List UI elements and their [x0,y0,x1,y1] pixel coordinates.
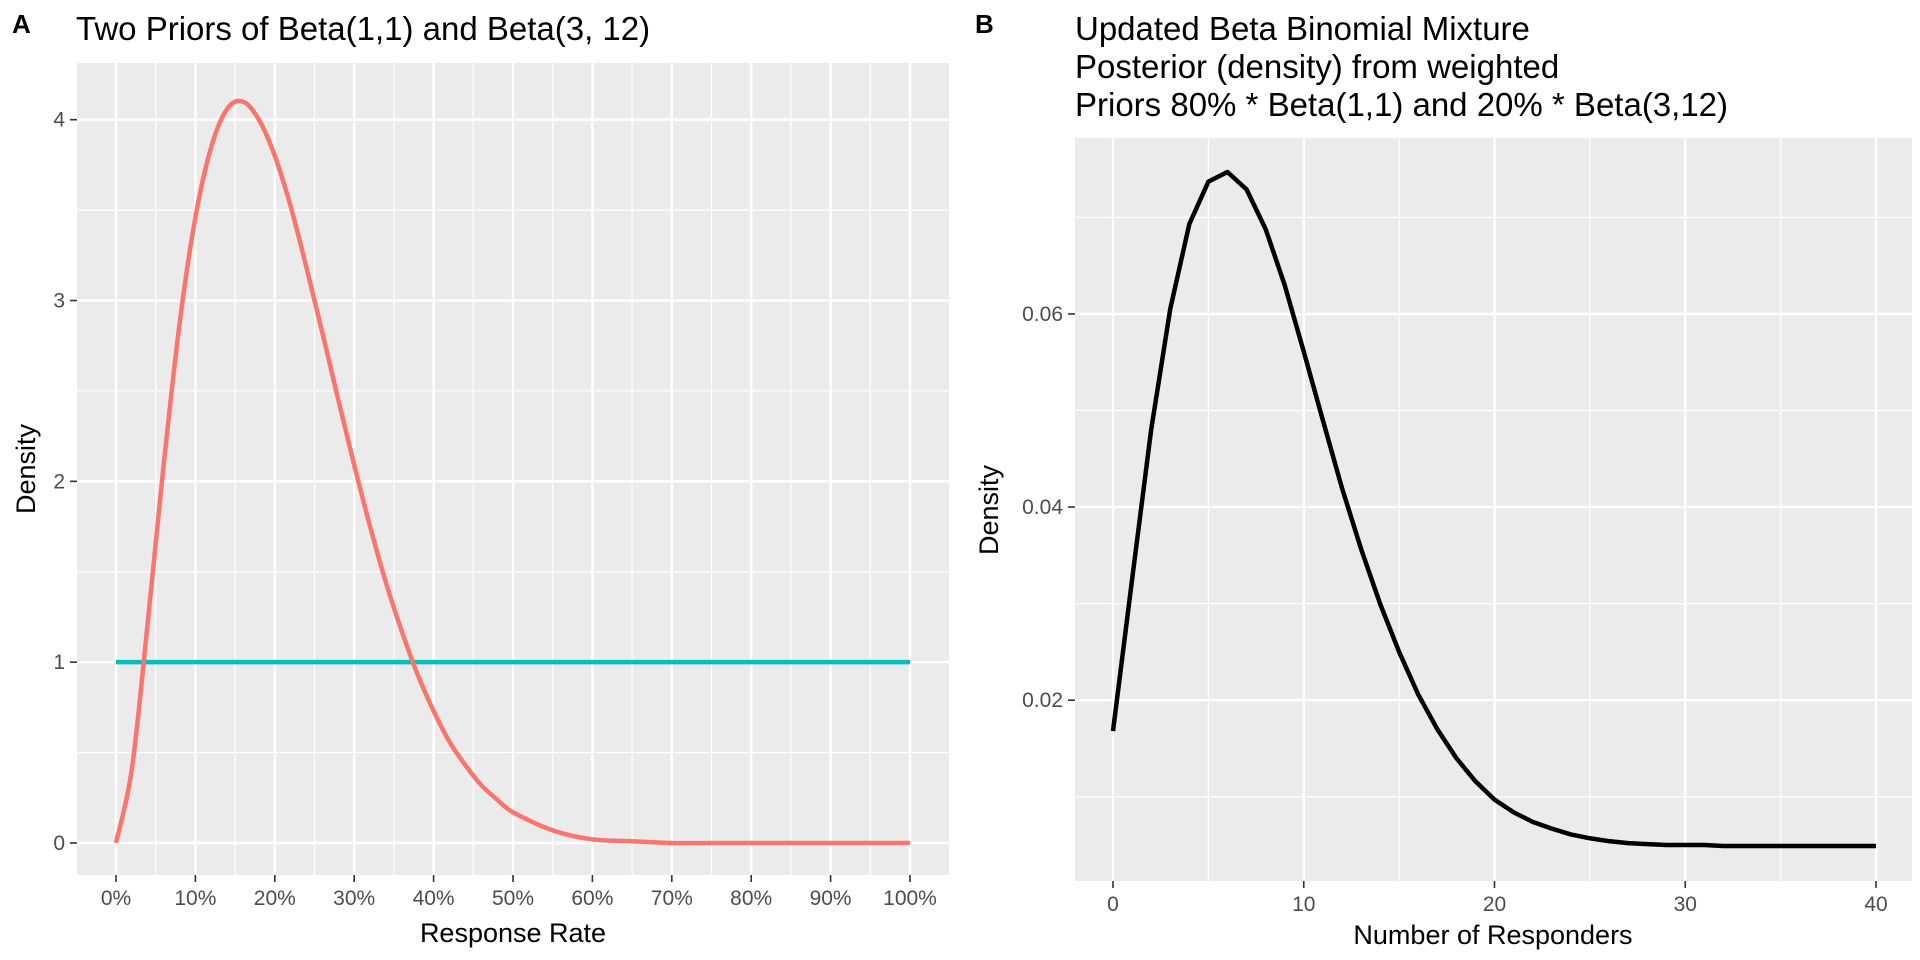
panel-a-letter: A [12,9,31,39]
panel-b-letter: B [975,9,994,39]
panel-a-y-tick-label: 0 [53,832,65,855]
panel-a-ticks: 0% 10% 20% 30% 40% 50% 60% 70% 80% 90% 100% 0 1 2 3 4 [53,109,937,910]
panel-b-x-tick-label: 20 [1483,893,1506,916]
panel-a-x-tick-label: 10% [174,887,216,910]
panel-a-y-tick-label: 1 [53,651,65,674]
panel-a-x-axis-title: Response Rate [420,918,606,948]
panel-b-series-line-1 [1110,169,1876,849]
panel-a-y-axis-title: Density [11,423,41,514]
panel-b-title: Updated Beta Binomial Mixture Posterior (… [1075,10,1728,123]
panel-b-y-tick-label: 0.06 [1022,303,1063,326]
panel-b: B Updated Beta Binomial Mixture Posterior… [974,9,1912,950]
panel-a-title: Two Priors of Beta(1,1) and Beta(3, 12) [76,10,650,47]
panel-a-x-tick-label: 50% [492,887,534,910]
panel-a-x-tick-label: 60% [571,887,613,910]
panel-a-series [113,98,910,846]
panel-b-title-line: Updated Beta Binomial Mixture [1075,10,1530,47]
panel-b-x-axis-title: Number of Responders [1353,920,1632,950]
panel-a-x-tick-label: 90% [810,887,852,910]
panel-b-x-tick-label: 10 [1292,893,1315,916]
panel-a-x-tick-label: 20% [254,887,296,910]
panel-a-x-tick-label: 70% [651,887,693,910]
panel-a-x-tick-label: 40% [413,887,455,910]
panel-b-title-line: Posterior (density) from weighted [1075,48,1559,85]
panel-b-ticks: 0 10 20 30 40 0.02 0.04 0.06 [1022,303,1888,916]
panel-b-x-tick-label: 40 [1864,893,1887,916]
panel-a-y-tick-label: 2 [53,470,65,493]
panel-b-y-tick-label: 0.04 [1022,496,1063,519]
panel-b-x-tick-label: 0 [1107,893,1119,916]
panel-b-x-tick-label: 30 [1674,893,1697,916]
panel-a-x-tick-label: 100% [883,887,937,910]
panel-a-x-tick-label: 0% [101,887,131,910]
panel-b-title-line: Priors 80% * Beta(1,1) and 20% * Beta(3,… [1075,86,1728,123]
panel-a-series-line-1 [113,98,910,846]
panel-b-y-tick-label: 0.02 [1022,689,1063,712]
panel-a-y-tick-label: 3 [53,290,65,313]
panel-b-y-axis-title: Density [974,464,1004,555]
panel-a-y-tick-label: 4 [53,109,65,132]
panel-b-gridlines [1075,138,1912,881]
panel-b-series [1110,169,1876,849]
panel-a-x-tick-label: 30% [333,887,375,910]
panel-a-x-tick-label: 80% [730,887,772,910]
panel-a: A Two Priors of Beta(1,1) and Beta(3, 12… [11,9,949,948]
